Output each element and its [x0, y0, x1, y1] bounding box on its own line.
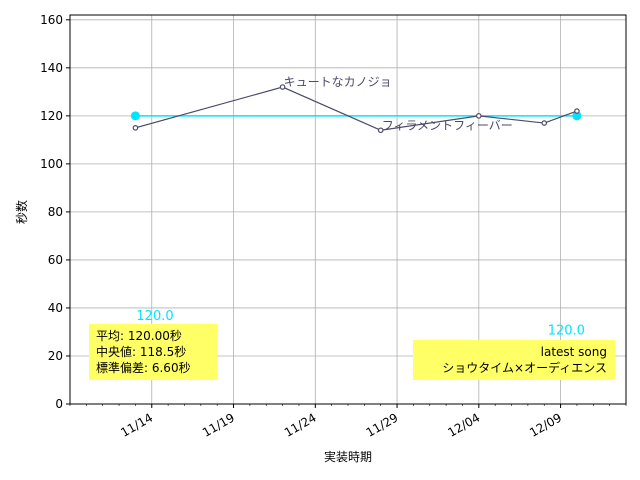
stats-line: 平均: 120.00秒 [96, 329, 182, 343]
x-tick-label: 11/29 [364, 410, 401, 439]
data-point [279, 84, 286, 90]
x-axis: 11/14 11/19 11/24 11/29 12/04 12/09 [69, 404, 627, 440]
grid-lines [70, 15, 626, 405]
data-point [574, 108, 580, 114]
stats-line: 標準偏差: 6.60秒 [96, 360, 191, 375]
y-tick-label: 0 [55, 397, 63, 411]
latest-song-line: latest song [541, 345, 607, 359]
data-point [377, 127, 384, 134]
data-point [476, 113, 482, 119]
y-tick-label: 100 [40, 157, 63, 171]
x-tick-label: 11/24 [282, 410, 319, 439]
y-tick-label: 40 [48, 301, 63, 315]
x-axis-label: 実装時期 [324, 449, 372, 464]
data-point [541, 120, 548, 126]
latest-song-line: ショウタイム×オーディエンス [442, 360, 607, 375]
y-tick-label: 160 [40, 13, 63, 27]
y-tick-label: 80 [48, 205, 63, 219]
y-tick-label: 120 [40, 109, 63, 123]
mean-right-label: 120.0 [548, 323, 585, 338]
stats-box [89, 324, 217, 380]
mean-end-marker [572, 111, 582, 121]
latest-song-box [413, 340, 615, 380]
y-tick-label: 60 [48, 253, 63, 267]
mean-left-label: 120.0 [136, 309, 173, 324]
y-axis: 0 20 40 60 80 100 120 140 160 [40, 13, 70, 411]
series-line [135, 86, 578, 131]
mean-start-marker [130, 111, 140, 121]
data-point [132, 125, 139, 131]
x-tick-label: 12/04 [445, 410, 482, 439]
mean-line-group: 120.0 120.0 [130, 111, 585, 338]
y-tick-label: 20 [48, 349, 63, 363]
x-tick-label: 11/19 [200, 410, 237, 439]
stats-line: 中央値: 118.5秒 [96, 344, 186, 359]
point-annotation: フィラメントフィーバー [382, 118, 513, 132]
point-annotation: キュートなカノジョ [284, 75, 392, 89]
series-group [132, 84, 580, 134]
y-tick-label: 140 [40, 61, 63, 75]
x-tick-label: 12/09 [527, 410, 564, 439]
x-tick-label: 11/14 [118, 410, 155, 439]
y-axis-label: 秒数 [14, 200, 29, 224]
